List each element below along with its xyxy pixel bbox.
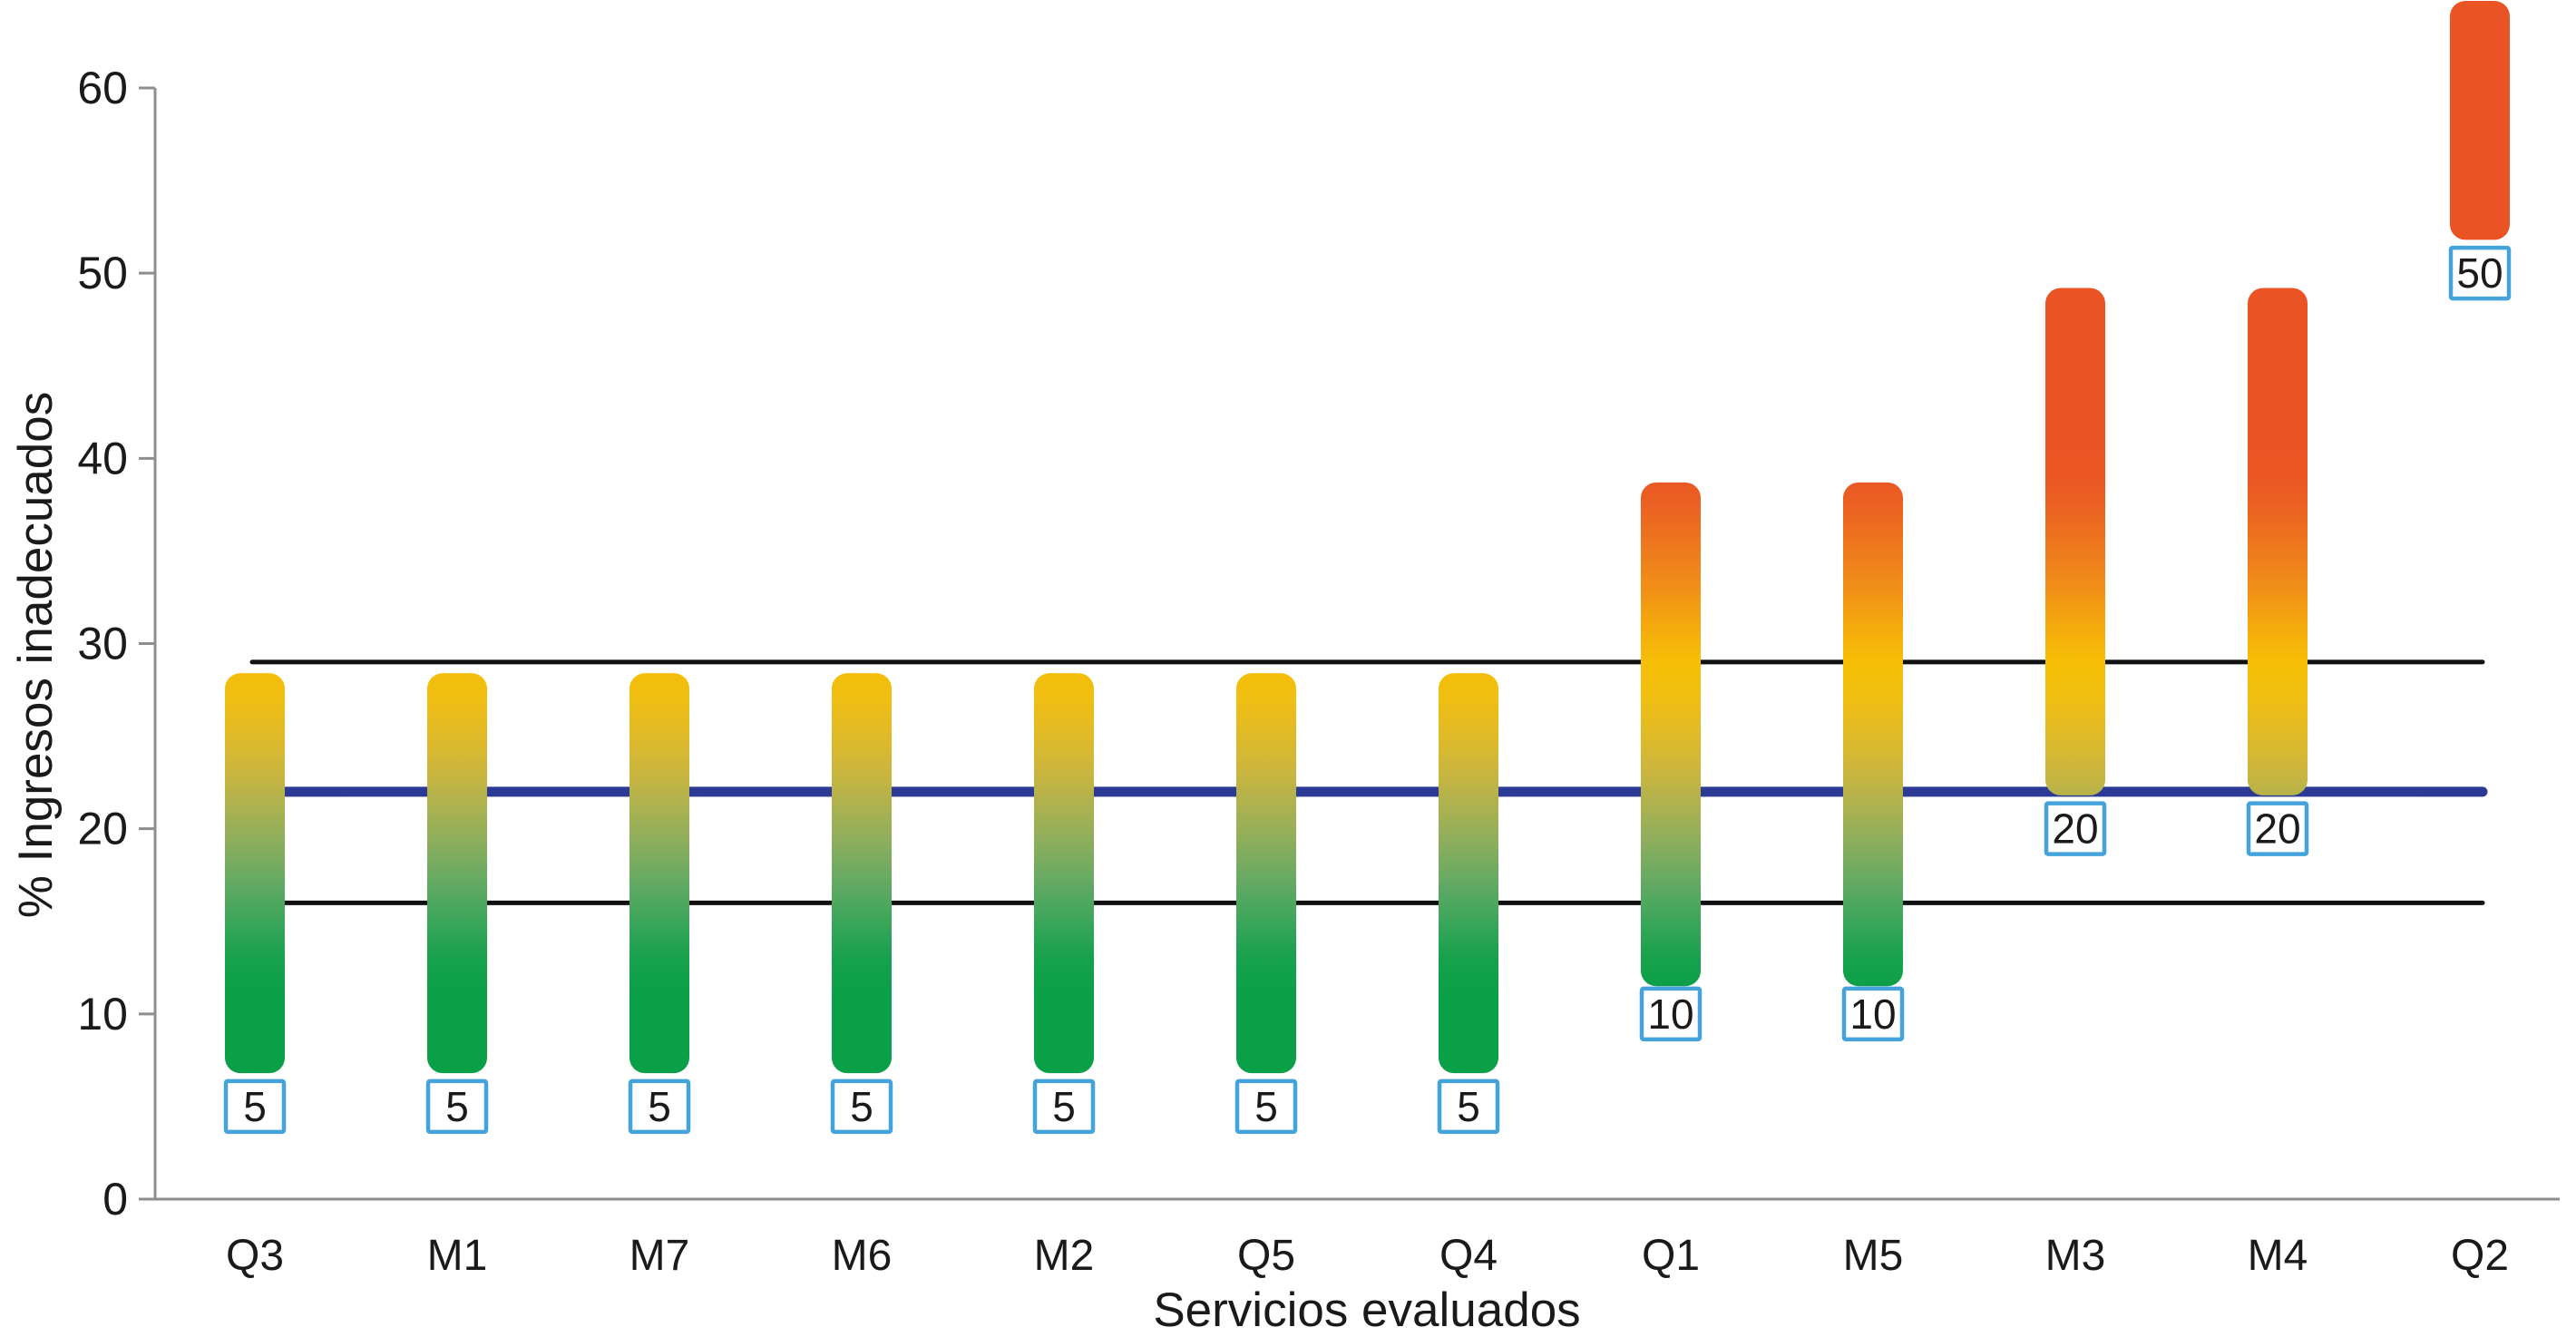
- y-tick-label: 50: [77, 248, 128, 298]
- x-category-label-M4: M4: [2248, 1232, 2308, 1280]
- bar-M3: [2045, 288, 2105, 795]
- value-label-text: 20: [2052, 805, 2098, 853]
- value-label-box: [2246, 801, 2309, 856]
- x-category-label-M5: M5: [1843, 1232, 1904, 1280]
- value-label-M5: 10: [1841, 986, 1905, 1042]
- y-axis-title: % Ingresos inadecuados: [9, 392, 63, 918]
- bar-M7: [629, 673, 689, 1074]
- value-label-text: 10: [1647, 991, 1693, 1038]
- x-category-label-M6: M6: [832, 1232, 893, 1280]
- value-label-Q5: 5: [1234, 1078, 1298, 1135]
- value-label-M1: 5: [425, 1078, 489, 1135]
- x-category-label-M1: M1: [427, 1232, 488, 1280]
- bar-M5: [1843, 482, 1903, 987]
- x-category-label-Q3: Q3: [226, 1232, 284, 1280]
- x-axis-title: Servicios evaluados: [1153, 1283, 1580, 1337]
- bar-M2: [1034, 673, 1094, 1074]
- value-label-text: 20: [2254, 805, 2300, 853]
- value-label-text: 5: [1052, 1083, 1076, 1130]
- value-label-Q4: 5: [1437, 1078, 1500, 1135]
- value-label-text: 10: [1849, 991, 1896, 1038]
- value-label-Q3: 5: [223, 1078, 287, 1135]
- value-label-box: [1437, 1078, 1500, 1135]
- x-category-label-Q2: Q2: [2451, 1232, 2509, 1280]
- value-label-box: [425, 1078, 489, 1135]
- y-tick-label: 20: [77, 804, 128, 854]
- y-tick-label: 30: [77, 618, 128, 668]
- y-axis: 0 10 20 30 40 50 60: [77, 63, 157, 1225]
- value-label-text: 5: [243, 1083, 267, 1130]
- bar-M1: [427, 673, 487, 1074]
- x-category-label-Q4: Q4: [1439, 1232, 1498, 1280]
- value-label-Q2: 50: [2448, 245, 2512, 301]
- bar-Q1: [1641, 482, 1701, 987]
- bar-Q4: [1439, 673, 1498, 1074]
- bar-value-labels: 5 5 5 5 5 5 5 10 10 20 20 50: [223, 245, 2512, 1135]
- value-label-Q1: 10: [1639, 986, 1703, 1042]
- value-label-M7: 5: [628, 1078, 691, 1135]
- value-label-box: [830, 1078, 893, 1135]
- value-label-box: [223, 1078, 287, 1135]
- value-label-M6: 5: [830, 1078, 893, 1135]
- value-label-box: [1234, 1078, 1298, 1135]
- x-category-label-M3: M3: [2045, 1232, 2106, 1280]
- x-category-label-Q5: Q5: [1237, 1232, 1295, 1280]
- bar-M6: [832, 673, 892, 1074]
- bar-Q3: [225, 673, 285, 1074]
- bar-M4: [2248, 288, 2308, 795]
- value-label-box: [1032, 1078, 1096, 1135]
- x-category-label-M2: M2: [1034, 1232, 1095, 1280]
- y-tick-label: 0: [102, 1174, 128, 1225]
- x-category-label-M7: M7: [629, 1232, 690, 1280]
- y-tick-label: 40: [77, 433, 128, 483]
- value-label-text: 5: [648, 1083, 671, 1130]
- value-label-box: [1639, 986, 1703, 1042]
- bar-Q2: [2450, 1, 2510, 240]
- value-label-text: 5: [445, 1083, 469, 1130]
- bars: [225, 1, 2510, 1074]
- value-label-box: [628, 1078, 691, 1135]
- value-label-box: [2448, 245, 2512, 301]
- value-label-M3: 20: [2044, 801, 2107, 856]
- value-label-M2: 5: [1032, 1078, 1096, 1135]
- bar-Q5: [1236, 673, 1296, 1074]
- reference-lines: [247, 659, 2488, 905]
- value-label-text: 5: [850, 1083, 873, 1130]
- value-label-box: [2044, 801, 2107, 856]
- x-category-label-Q1: Q1: [1642, 1232, 1700, 1280]
- value-label-M4: 20: [2246, 801, 2309, 856]
- value-label-box: [1841, 986, 1905, 1042]
- value-label-text: 5: [1254, 1083, 1278, 1130]
- y-tick-label: 10: [77, 989, 128, 1039]
- value-label-text: 5: [1457, 1083, 1480, 1130]
- value-label-text: 50: [2456, 249, 2503, 297]
- x-axis: Q3 M1 M7 M6 M2 Q5 Q4 Q1 M5 M3 M4 Q2: [155, 1197, 2560, 1280]
- y-tick-label: 60: [77, 63, 128, 113]
